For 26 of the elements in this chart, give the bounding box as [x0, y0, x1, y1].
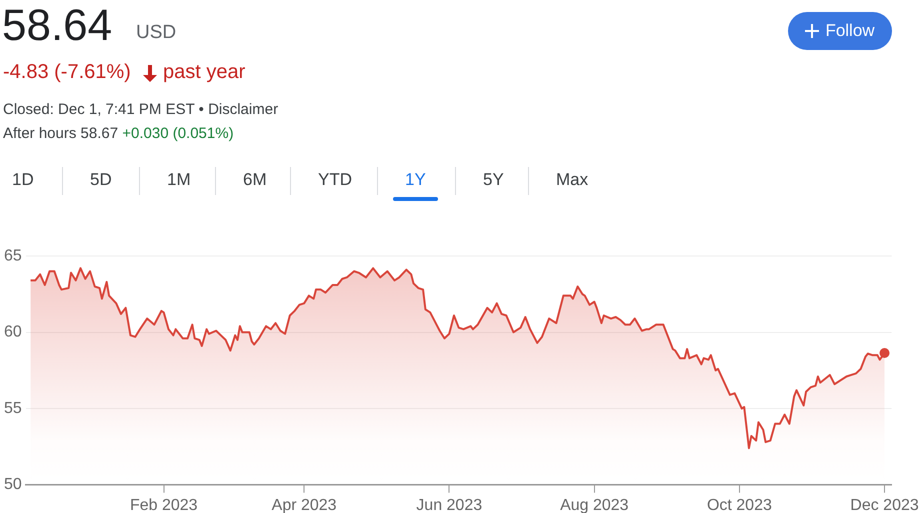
x-tick-label: Aug 2023	[560, 496, 629, 513]
x-tick-label: Jun 2023	[416, 496, 482, 513]
text: -4.83 (-7.61%)	[3, 61, 131, 84]
x-tick-label: Dec 2023	[850, 496, 919, 513]
text: 58.64	[2, 0, 112, 52]
x-tick-label: Apr 2023	[272, 496, 337, 513]
x-tick-label: Feb 2023	[130, 496, 198, 513]
text: 1Y	[405, 170, 426, 190]
text: YTD	[318, 170, 352, 190]
text: USD	[136, 22, 176, 44]
y-tick-label: 50	[4, 476, 22, 494]
text: past year	[163, 61, 246, 84]
y-tick-label: 60	[4, 324, 22, 341]
text: 5Y	[483, 170, 504, 190]
text: 1D	[12, 170, 34, 190]
text: Follow	[825, 21, 875, 41]
y-tick-label: 65	[4, 247, 22, 264]
text: +0.030 (0.051%)	[122, 125, 234, 142]
y-tick-label: 55	[4, 400, 22, 417]
text: After hours 58.67	[3, 125, 120, 142]
text: 6M	[243, 170, 267, 190]
text: Max	[556, 170, 588, 190]
text: Closed: Dec 1, 7:41 PM EST • Disclaimer	[3, 101, 278, 118]
text: 5D	[90, 170, 112, 190]
text: 1M	[167, 170, 191, 190]
x-tick-label: Oct 2023	[706, 496, 772, 513]
